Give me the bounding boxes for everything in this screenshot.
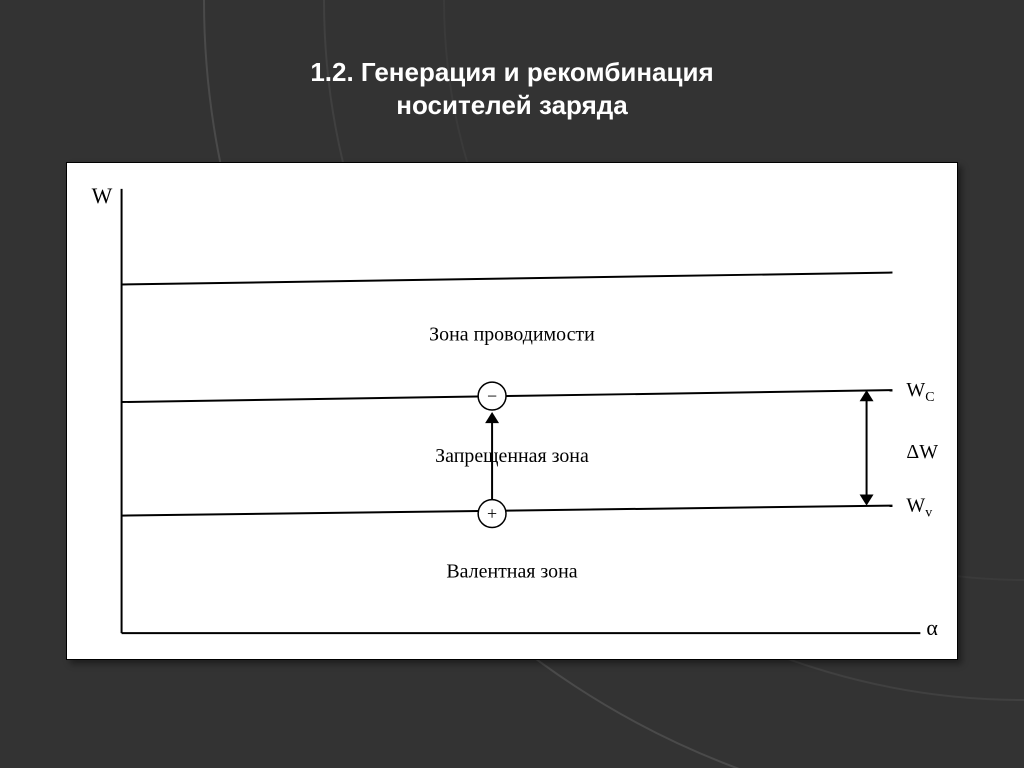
diagram-svg: Wα Зона проводимости Запрещенная зона Вале… xyxy=(67,163,957,659)
gap-arrow-head-down xyxy=(860,494,874,505)
band-line xyxy=(122,506,893,516)
title-line-1: 1.2. Генерация и рекомбинация xyxy=(310,57,713,87)
transition-arrow-head xyxy=(485,412,499,423)
hole-sign: + xyxy=(487,504,497,524)
x-axis-label: α xyxy=(926,615,937,640)
title-line-2: носителей заряда xyxy=(396,90,627,120)
y-axis-label: W xyxy=(92,183,113,208)
gap-arrow-head-up xyxy=(860,390,874,401)
band-zone-label: Зона проводимости xyxy=(429,323,595,345)
electron-sign: − xyxy=(487,386,497,406)
energy-band-diagram: Wα Зона проводимости Запрещенная зона Вале… xyxy=(66,162,958,660)
band-line xyxy=(122,273,893,285)
delta-w-label: ΔW xyxy=(906,441,938,463)
band-zone-label: Валентная зона xyxy=(446,560,577,582)
wv-label: Wv xyxy=(906,495,932,521)
band-line xyxy=(122,390,893,402)
slide-title: 1.2. Генерация и рекомбинация носителей … xyxy=(0,56,1024,121)
band-zone-label: Запрещенная зона xyxy=(435,445,589,467)
wc-label: WC xyxy=(906,379,934,405)
